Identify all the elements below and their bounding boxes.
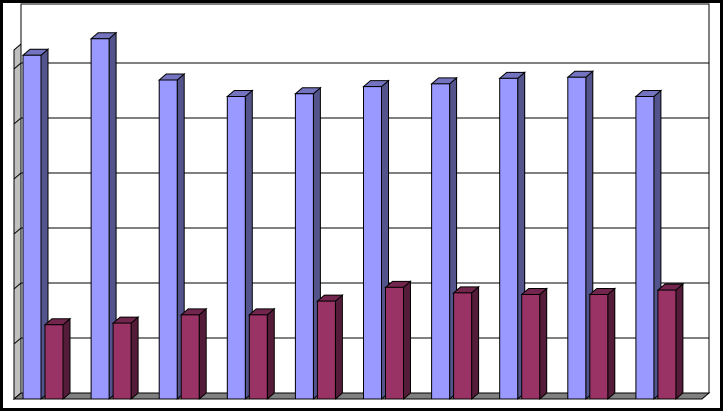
bar-s2-10 xyxy=(656,283,685,401)
bar-side-s2-1 xyxy=(62,317,71,401)
gridline-side-0 xyxy=(13,337,22,345)
bar-s1-10 xyxy=(634,89,663,401)
bar-side-s2-7 xyxy=(471,285,480,401)
bar-s1-6 xyxy=(362,79,390,401)
bar-front-s1-7 xyxy=(431,83,451,400)
gridline-side-2 xyxy=(13,227,22,235)
bar-side-s2-8 xyxy=(539,287,548,401)
bar-s1-5 xyxy=(294,86,322,401)
bar-s2-7 xyxy=(452,285,480,401)
bar-s1-3 xyxy=(157,72,186,401)
bar-side-s2-4 xyxy=(266,307,275,401)
gridline-side-3 xyxy=(13,172,22,180)
bar-side-s2-3 xyxy=(198,307,207,401)
gridline-side-1 xyxy=(13,282,22,290)
bar-s1-9 xyxy=(566,70,595,401)
bar-front-s2-8 xyxy=(521,294,541,400)
gridline-side-4 xyxy=(13,117,22,125)
bar-front-s2-10 xyxy=(657,289,677,400)
bar-s1-2 xyxy=(89,31,118,401)
bar-s1-1 xyxy=(21,48,50,401)
bar-front-s2-7 xyxy=(453,292,473,400)
bar-front-s2-9 xyxy=(589,294,609,400)
bar-s1-7 xyxy=(430,76,458,401)
bar-s2-6 xyxy=(384,280,412,401)
bar-s2-8 xyxy=(520,287,549,401)
bar-side-s2-2 xyxy=(130,316,139,401)
bar-s1-4 xyxy=(225,89,254,401)
bar-s2-5 xyxy=(316,294,344,401)
bar-side-s2-5 xyxy=(334,294,343,401)
gridline-side-5 xyxy=(13,62,22,70)
bar-s2-4 xyxy=(247,307,276,401)
bar-s1-8 xyxy=(498,71,527,401)
bar-s2-3 xyxy=(179,307,208,401)
bar-front-s1-6 xyxy=(363,86,382,400)
bar-front-s2-3 xyxy=(180,314,200,400)
bar-front-s2-6 xyxy=(385,286,404,400)
bar-front-s1-8 xyxy=(499,77,519,400)
bar-side-s2-6 xyxy=(403,280,411,401)
bar-s2-1 xyxy=(43,317,72,401)
bar-front-s1-4 xyxy=(226,96,246,400)
bar-side-s2-10 xyxy=(675,283,684,401)
bar-front-s1-5 xyxy=(294,93,314,400)
bar-front-s1-10 xyxy=(635,96,655,400)
bar-front-s1-9 xyxy=(567,76,587,400)
bar-front-s1-3 xyxy=(158,79,178,400)
side-wall xyxy=(13,42,22,401)
bar-front-s2-1 xyxy=(44,324,64,400)
bar-front-s2-2 xyxy=(112,322,132,400)
bar-front-s2-5 xyxy=(316,300,336,400)
bar-s2-9 xyxy=(588,287,617,401)
bar-front-s1-1 xyxy=(22,54,42,400)
bar-side-s2-9 xyxy=(607,287,616,401)
bar-front-s1-2 xyxy=(90,38,110,400)
bar-s2-2 xyxy=(111,316,140,401)
bar-front-s2-4 xyxy=(248,314,268,400)
